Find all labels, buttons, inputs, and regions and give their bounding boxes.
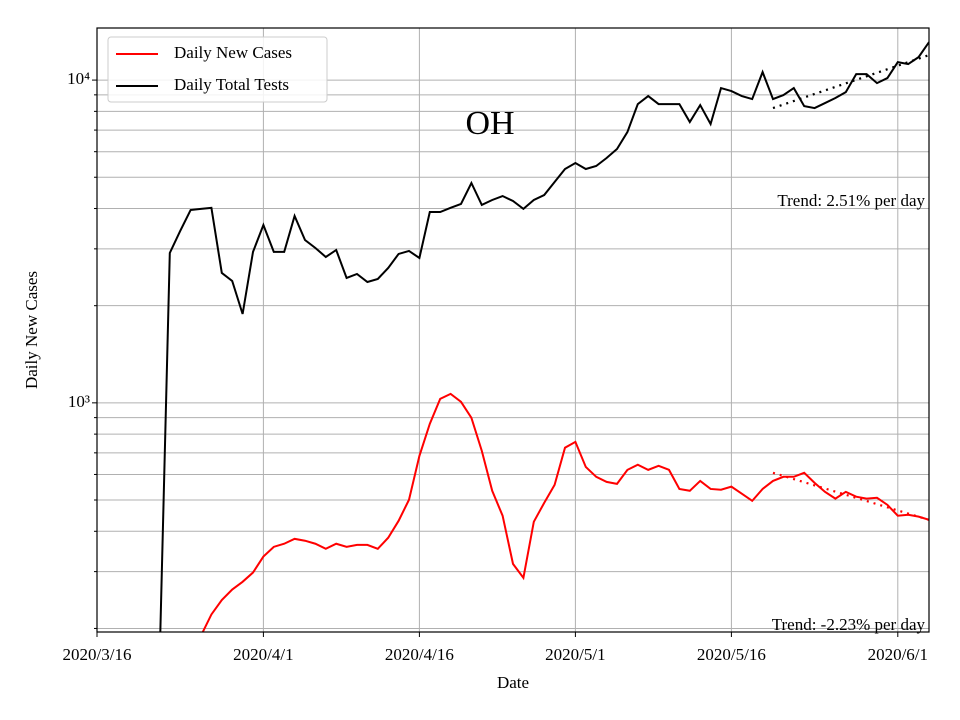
legend: Daily New Cases Daily Total Tests (107, 36, 328, 103)
trend-label: Trend: -2.23% per day (772, 615, 926, 634)
y-tick-label: 10³ (68, 392, 90, 411)
x-tick-label: 2020/5/16 (697, 645, 766, 664)
data-line (159, 41, 929, 632)
grid (96, 28, 929, 632)
data-line (201, 392, 929, 632)
x-tick-label: 2020/5/1 (545, 645, 605, 664)
plot-frame (96, 27, 930, 633)
plot-lines (159, 41, 929, 632)
trend-label: Trend: 2.51% per day (777, 191, 925, 210)
chart-title: OH (465, 105, 514, 142)
x-axis-label: Date (497, 673, 529, 692)
legend-box (107, 36, 328, 103)
legend-label: Daily Total Tests (174, 75, 289, 94)
labels: 2020/3/16 2020/4/1 2020/4/16 2020/5/1 2020/5… (63, 69, 929, 664)
x-tick-label: 2020/4/1 (233, 645, 293, 664)
y-axis-label: Daily New Cases (22, 271, 41, 389)
y-tick-label: 10⁴ (67, 69, 90, 88)
x-tick-label: 2020/3/16 (63, 645, 132, 664)
x-tick-label: 2020/4/16 (385, 645, 454, 664)
x-tick-label: 2020/6/1 (868, 645, 928, 664)
legend-label: Daily New Cases (174, 43, 292, 62)
